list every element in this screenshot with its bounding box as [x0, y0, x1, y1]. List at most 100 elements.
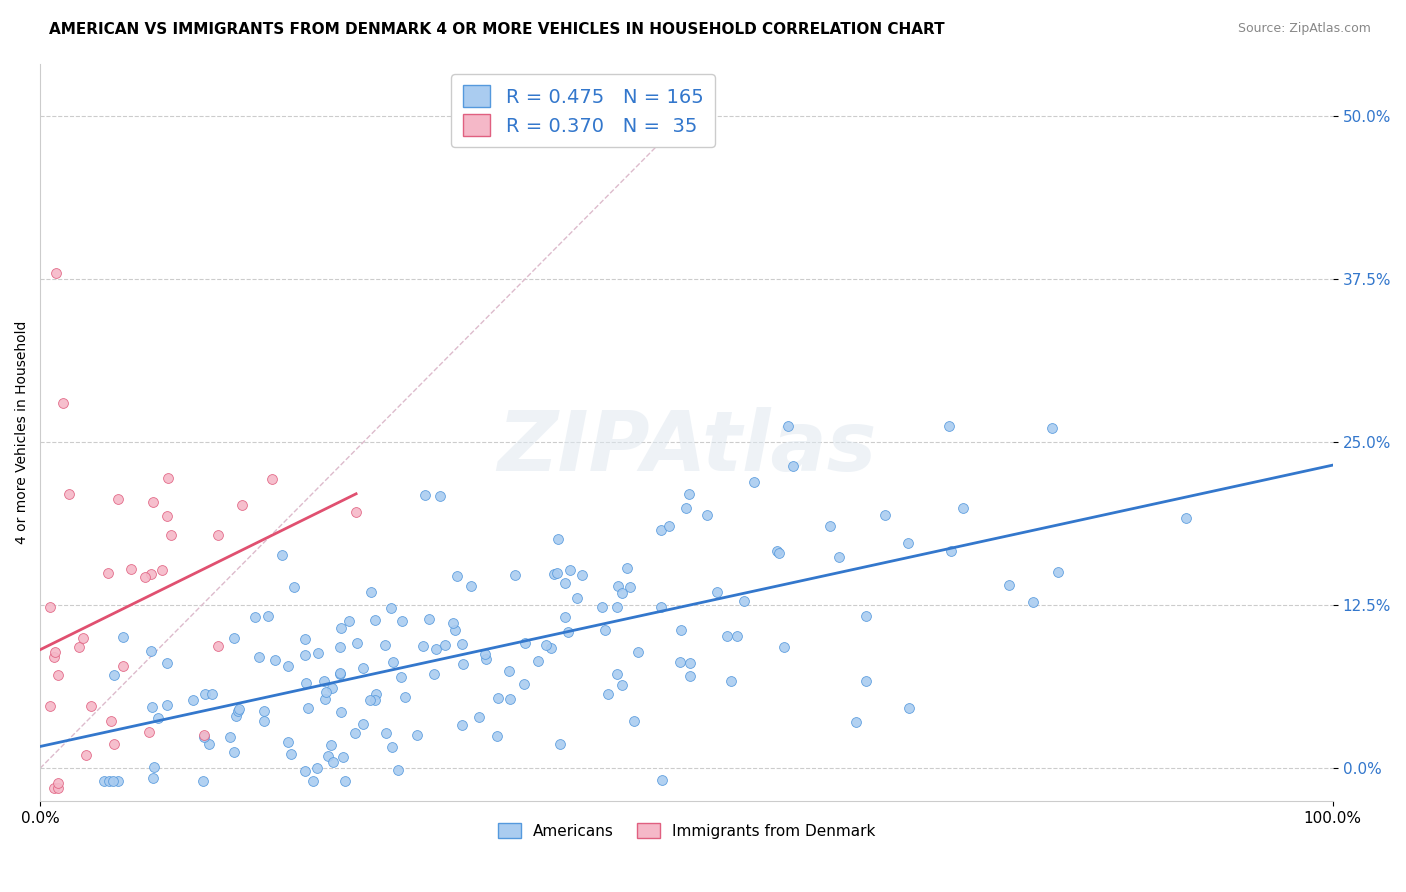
- Point: [201, 687, 224, 701]
- Point: [159, 527, 181, 541]
- Point: [322, 756, 344, 770]
- Point: [225, 709, 247, 723]
- Point: [142, 771, 165, 785]
- Point: [359, 692, 381, 706]
- Point: [433, 638, 456, 652]
- Point: [271, 549, 294, 563]
- Point: [193, 731, 215, 745]
- Point: [107, 492, 129, 507]
- Point: [193, 728, 215, 742]
- Point: [706, 584, 728, 599]
- Point: [335, 774, 357, 789]
- Point: [329, 621, 352, 635]
- Point: [343, 725, 366, 739]
- Point: [548, 737, 571, 751]
- Point: [733, 594, 755, 608]
- Point: [446, 569, 468, 583]
- Point: [998, 578, 1021, 592]
- Point: [194, 687, 217, 701]
- Point: [669, 655, 692, 669]
- Point: [103, 668, 125, 682]
- Point: [295, 676, 318, 690]
- Point: [111, 658, 134, 673]
- Point: [499, 692, 522, 706]
- Point: [773, 640, 796, 654]
- Point: [387, 764, 409, 778]
- Point: [1022, 595, 1045, 609]
- Point: [782, 459, 804, 474]
- Point: [139, 566, 162, 581]
- Point: [606, 666, 628, 681]
- Point: [675, 501, 697, 516]
- Point: [181, 692, 204, 706]
- Point: [38, 600, 60, 615]
- Point: [855, 673, 877, 688]
- Point: [873, 508, 896, 523]
- Point: [52, 396, 75, 410]
- Point: [845, 714, 868, 729]
- Point: [725, 629, 748, 643]
- Point: [696, 508, 718, 523]
- Point: [596, 687, 619, 701]
- Point: [503, 568, 526, 582]
- Point: [329, 640, 352, 655]
- Point: [344, 505, 367, 519]
- Legend: Americans, Immigrants from Denmark: Americans, Immigrants from Denmark: [492, 816, 882, 845]
- Point: [474, 651, 496, 665]
- Point: [283, 580, 305, 594]
- Point: [425, 642, 447, 657]
- Point: [716, 629, 738, 643]
- Point: [48, 780, 70, 795]
- Point: [329, 666, 352, 681]
- Point: [46, 775, 69, 789]
- Point: [513, 677, 536, 691]
- Point: [44, 645, 66, 659]
- Point: [294, 764, 316, 779]
- Point: [593, 623, 616, 637]
- Point: [1040, 420, 1063, 434]
- Point: [294, 632, 316, 646]
- Point: [1046, 565, 1069, 579]
- Point: [256, 608, 278, 623]
- Point: [319, 738, 342, 752]
- Point: [558, 563, 581, 577]
- Point: [938, 419, 960, 434]
- Point: [141, 700, 163, 714]
- Point: [554, 576, 576, 591]
- Point: [450, 637, 472, 651]
- Point: [650, 523, 672, 537]
- Point: [315, 685, 337, 699]
- Point: [307, 647, 329, 661]
- Point: [280, 747, 302, 761]
- Point: [103, 774, 125, 789]
- Point: [42, 649, 65, 664]
- Point: [1175, 511, 1198, 525]
- Point: [941, 544, 963, 558]
- Point: [571, 568, 593, 582]
- Point: [191, 774, 214, 789]
- Point: [301, 774, 323, 789]
- Point: [391, 614, 413, 628]
- Point: [103, 737, 125, 751]
- Point: [207, 528, 229, 542]
- Point: [380, 601, 402, 615]
- Point: [58, 487, 80, 501]
- Point: [429, 490, 451, 504]
- Point: [247, 649, 270, 664]
- Point: [157, 470, 180, 484]
- Point: [671, 623, 693, 637]
- Point: [444, 623, 467, 637]
- Point: [222, 745, 245, 759]
- Point: [547, 532, 569, 546]
- Point: [138, 725, 160, 739]
- Point: [330, 705, 353, 719]
- Point: [534, 638, 557, 652]
- Point: [526, 654, 548, 668]
- Point: [142, 495, 165, 509]
- Point: [297, 701, 319, 715]
- Point: [120, 562, 142, 576]
- Point: [156, 656, 179, 670]
- Point: [766, 544, 789, 558]
- Point: [294, 648, 316, 663]
- Point: [468, 710, 491, 724]
